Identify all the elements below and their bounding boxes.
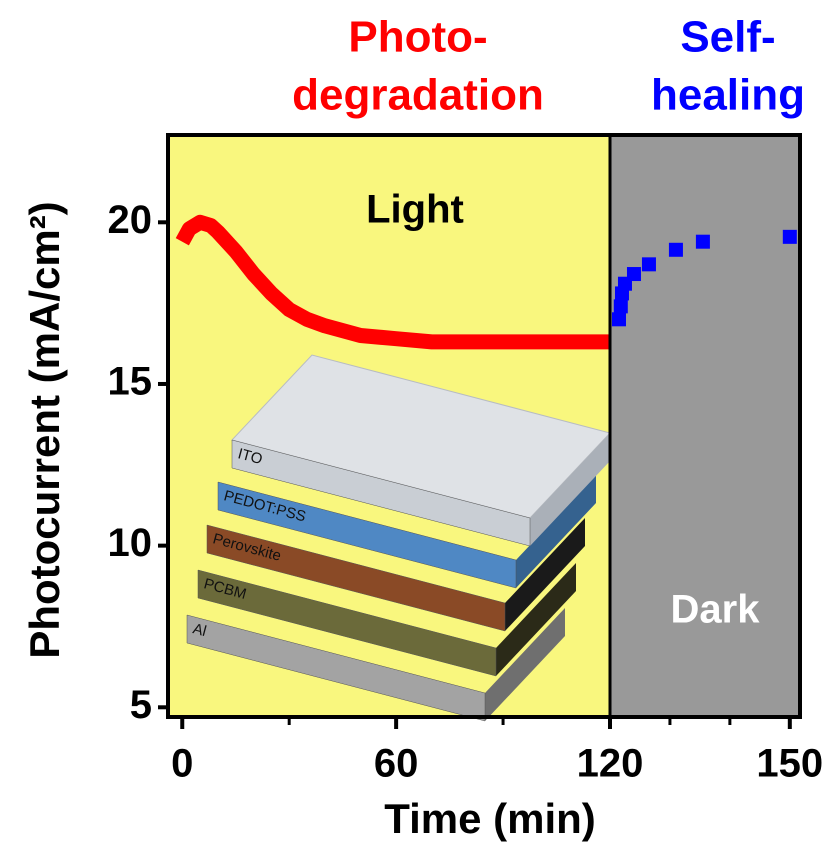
data-point [626,267,641,282]
y-tick-label: 20 [108,198,153,242]
x-tick-label: 150 [756,742,823,786]
y-axis-label: Photocurrent (mA/cm²) [21,201,68,658]
x-tick-label: 120 [577,742,644,786]
data-line [175,214,610,350]
region-title: healing [651,71,805,120]
layer-side [496,563,576,676]
layer-side [530,433,610,546]
layer-front [197,569,497,677]
region-title: Self- [680,13,775,62]
region-background [610,135,800,717]
layer-side [516,475,596,588]
region-label: Dark [671,588,761,632]
layer-front [206,524,506,632]
y-tick-label: 15 [108,360,153,404]
x-tick-label: 60 [374,742,419,786]
layer-front [231,439,531,547]
x-tick-label: 0 [171,742,193,786]
layer-side [485,608,565,721]
layer-front [217,481,517,589]
data-point [782,229,797,244]
plot-frame [166,133,802,719]
layer-side [505,518,585,631]
data-point [611,312,626,327]
y-tick-label: 5 [130,683,152,727]
layer-label: ITO [236,445,264,468]
data-point [613,299,628,314]
data-point [695,234,710,249]
x-axis-label: Time (min) [384,795,596,842]
region-title: degradation [292,71,544,120]
layer-front [186,614,486,722]
layer-label: Al [191,620,208,640]
region-title: Photo- [348,13,487,62]
region-label: Light [366,188,464,232]
data-point [668,242,683,257]
data-point [641,257,656,272]
y-tick-label: 10 [108,521,153,565]
